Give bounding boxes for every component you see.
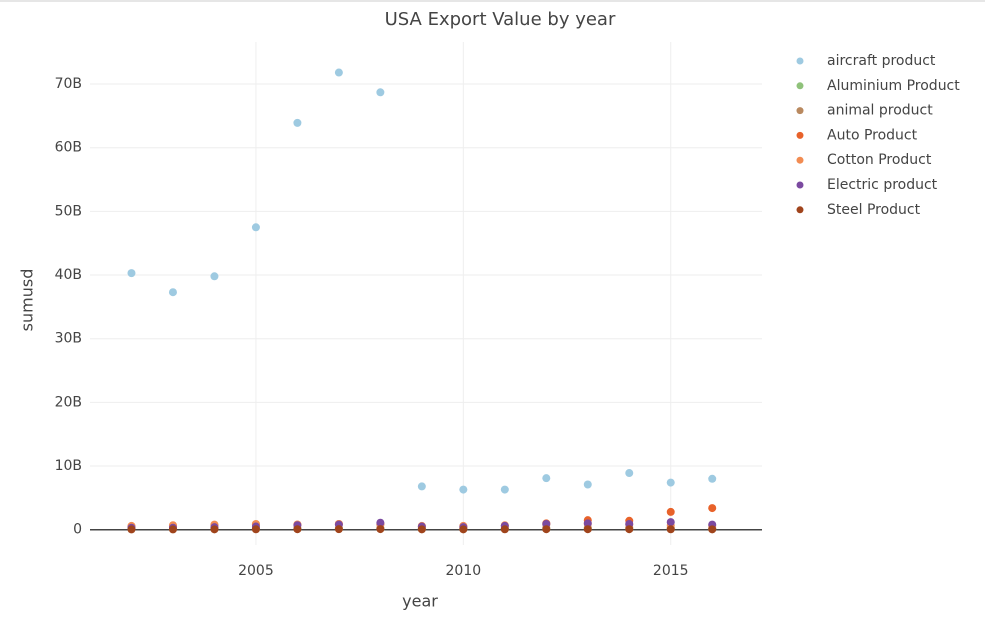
x-tick-label: 2005 (238, 563, 274, 579)
y-tick-label: 50B (55, 203, 82, 219)
y-tick-label: 30B (55, 331, 82, 347)
y-tick-label: 0 (73, 522, 82, 538)
point (666, 507, 675, 516)
point (542, 474, 551, 483)
point (127, 525, 136, 534)
point (376, 525, 385, 534)
point (542, 525, 551, 534)
y-tick-label: 70B (55, 76, 82, 92)
x-tick-label: 2010 (446, 563, 482, 579)
point (625, 525, 634, 534)
legend-marker (796, 107, 804, 115)
chart-title: USA Export Value by year (385, 9, 616, 30)
y-axis-title: sumusd (18, 269, 37, 332)
point (500, 525, 509, 534)
legend-label: animal product (827, 103, 933, 119)
point (417, 482, 426, 491)
point (293, 118, 302, 127)
point (334, 525, 343, 534)
point (708, 504, 717, 513)
point (293, 525, 302, 534)
point (625, 469, 634, 478)
y-tick-label: 40B (55, 267, 82, 283)
point (210, 525, 219, 534)
point (459, 485, 468, 494)
point (376, 518, 385, 527)
x-tick-label: 2015 (653, 563, 689, 579)
legend-label: Aluminium Product (827, 78, 960, 94)
legend-marker (796, 206, 804, 214)
point (376, 88, 385, 97)
legend-label: Electric product (827, 177, 938, 193)
y-tick-label: 60B (55, 140, 82, 156)
legend-label: Auto Product (827, 127, 918, 143)
legend-label: Steel Product (827, 202, 921, 218)
legend-label: Cotton Product (827, 152, 932, 168)
point (459, 525, 468, 534)
point (500, 485, 509, 494)
legend-marker (796, 181, 804, 189)
y-tick-label: 20B (55, 394, 82, 410)
point (583, 525, 592, 534)
point (666, 518, 675, 527)
legend-label: aircraft product (827, 53, 936, 69)
point (666, 478, 675, 487)
legend-marker (796, 82, 804, 90)
point (168, 525, 177, 534)
point (417, 525, 426, 534)
point (251, 525, 260, 534)
legend-marker (796, 57, 804, 65)
point (251, 223, 260, 232)
point (168, 288, 177, 297)
point (583, 519, 592, 528)
point (334, 68, 343, 77)
point (708, 525, 717, 534)
legend-marker (796, 156, 804, 164)
point (127, 269, 136, 278)
legend-marker (796, 131, 804, 139)
y-tick-label: 10B (55, 458, 82, 474)
point (583, 480, 592, 489)
point (210, 272, 219, 281)
x-axis-title: year (402, 592, 438, 611)
point (708, 474, 717, 483)
point (666, 525, 675, 534)
